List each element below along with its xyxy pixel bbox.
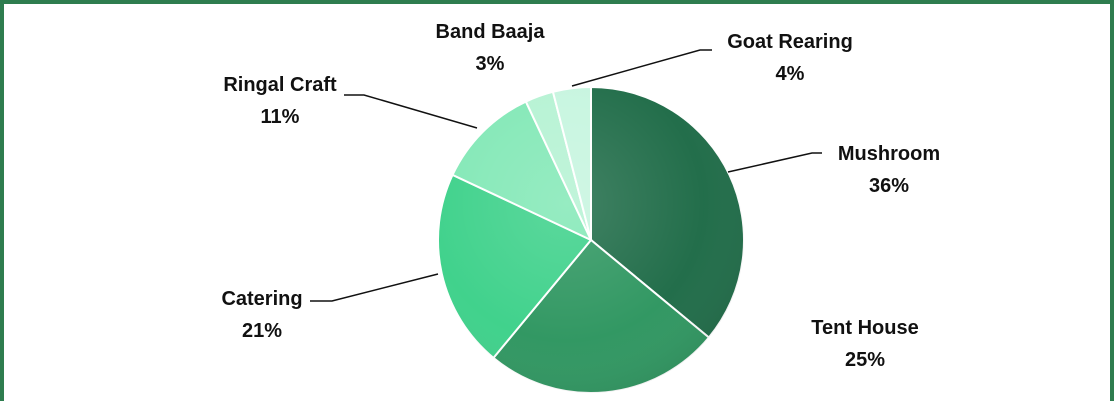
slice-name-band-baaja: Band Baaja	[436, 21, 546, 43]
slice-percent-goat-rearing: 4%	[776, 63, 805, 85]
slice-name-ringal-craft: Ringal Craft	[223, 74, 337, 96]
leader-line-ringal-craft	[344, 94, 478, 129]
leader-line-mushroom	[727, 152, 822, 173]
leader-line-catering	[310, 273, 439, 302]
slice-name-goat-rearing: Goat Rearing	[727, 31, 853, 53]
slice-percent-ringal-craft: 11%	[261, 106, 300, 128]
slice-name-catering: Catering	[221, 288, 302, 310]
pie-slices	[437, 85, 745, 394]
slice-percent-tent-house: 25%	[845, 349, 885, 371]
slice-percent-band-baaja: 3%	[476, 53, 505, 75]
slice-name-tent-house: Tent House	[811, 317, 918, 339]
slice-name-mushroom: Mushroom	[838, 143, 940, 165]
slice-percent-catering: 21%	[242, 320, 282, 342]
leader-line-goat-rearing	[571, 49, 712, 87]
slice-percent-mushroom: 36%	[869, 175, 909, 197]
slice-labels: Mushroom 36% Tent House 25% Catering 21% Ringa…	[221, 21, 940, 371]
leader-lines	[310, 49, 822, 302]
